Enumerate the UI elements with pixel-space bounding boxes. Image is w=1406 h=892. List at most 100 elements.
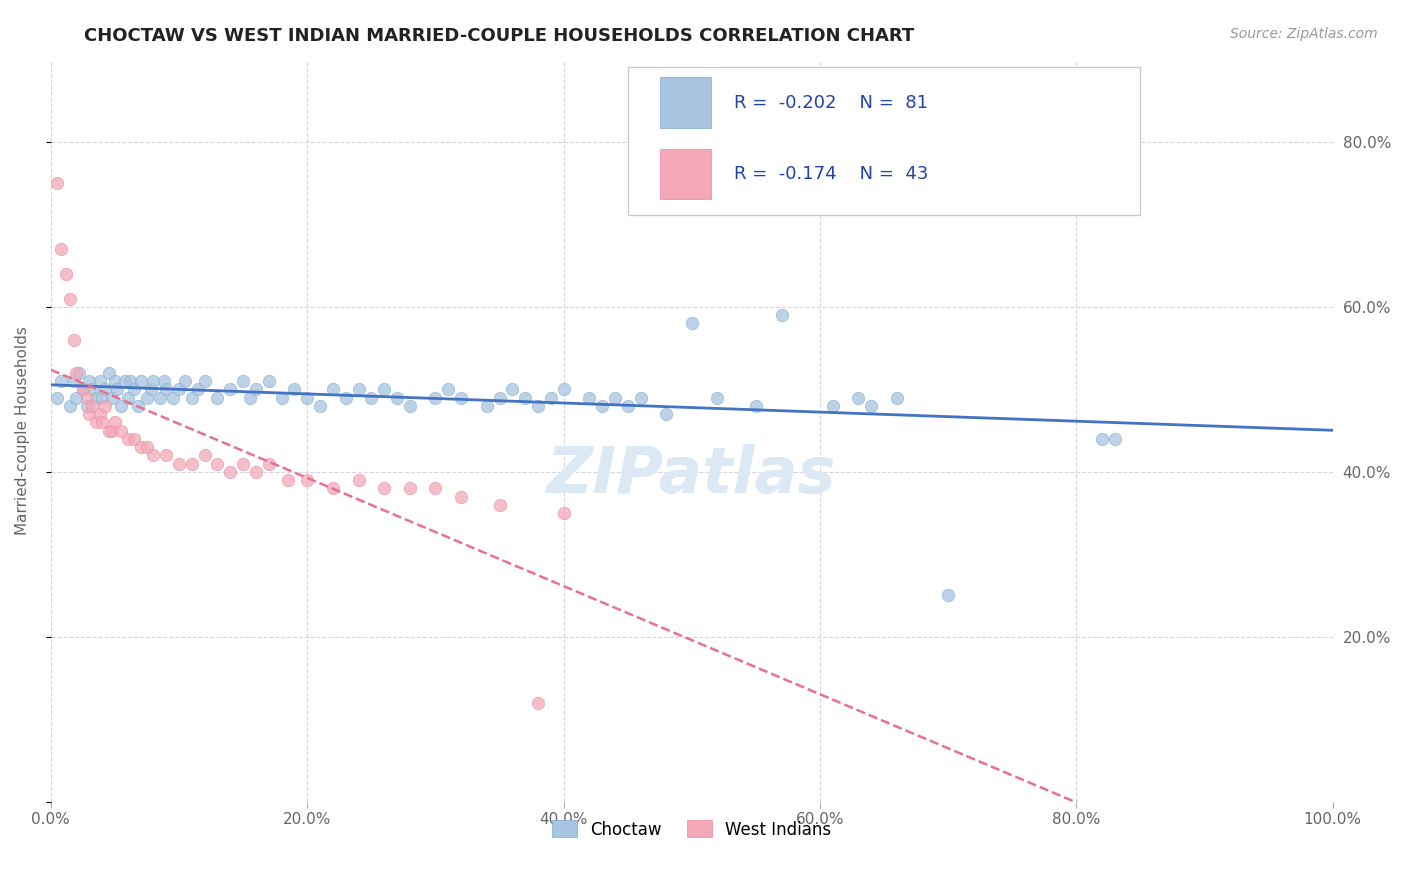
Text: R =  -0.202    N =  81: R = -0.202 N = 81 — [734, 94, 928, 112]
Point — [219, 383, 242, 397]
FancyBboxPatch shape — [659, 149, 711, 199]
Point — [553, 383, 575, 397]
Point — [848, 391, 870, 405]
Point — [89, 407, 111, 421]
Point — [437, 383, 460, 397]
Point — [297, 391, 319, 405]
Point — [93, 399, 115, 413]
Point — [136, 440, 159, 454]
Point — [1104, 432, 1126, 446]
Point — [97, 366, 120, 380]
Point — [72, 383, 94, 397]
Point — [142, 374, 165, 388]
Point — [398, 399, 420, 413]
Point — [681, 317, 703, 331]
Point — [745, 399, 768, 413]
Point — [398, 481, 420, 495]
Point — [76, 399, 98, 413]
Point — [167, 383, 190, 397]
Point — [238, 391, 260, 405]
Point — [59, 399, 82, 413]
Point — [630, 391, 652, 405]
Point — [373, 383, 395, 397]
Point — [425, 481, 447, 495]
Point — [232, 457, 254, 471]
Point — [527, 696, 550, 710]
Point — [80, 383, 103, 397]
Point — [152, 374, 174, 388]
Point — [219, 465, 242, 479]
Point — [655, 407, 678, 421]
Point — [347, 473, 370, 487]
Point — [104, 415, 127, 429]
Point — [129, 374, 152, 388]
Point — [936, 589, 959, 603]
Point — [591, 399, 613, 413]
Point — [770, 308, 793, 322]
Point — [91, 415, 114, 429]
Point — [122, 383, 145, 397]
Point — [80, 399, 103, 413]
Point — [46, 391, 69, 405]
Point — [93, 383, 115, 397]
Point — [194, 374, 217, 388]
Point — [72, 383, 94, 397]
Point — [385, 391, 408, 405]
Point — [120, 374, 142, 388]
Point — [257, 457, 280, 471]
Point — [65, 391, 87, 405]
Point — [277, 473, 299, 487]
Point — [527, 399, 550, 413]
Point — [136, 391, 159, 405]
Point — [450, 391, 472, 405]
Point — [488, 498, 510, 512]
Point — [180, 457, 202, 471]
Point — [450, 490, 472, 504]
Point — [49, 374, 72, 388]
Point — [129, 440, 152, 454]
Point — [84, 415, 107, 429]
Point — [360, 391, 382, 405]
Point — [149, 391, 172, 405]
Point — [297, 473, 319, 487]
Y-axis label: Married-couple Households: Married-couple Households — [15, 326, 30, 535]
Point — [65, 366, 87, 380]
Point — [117, 391, 139, 405]
Point — [603, 391, 626, 405]
Point — [76, 391, 98, 405]
Point — [162, 391, 184, 405]
Point — [540, 391, 562, 405]
Point — [117, 432, 139, 446]
Point — [167, 457, 190, 471]
Point — [180, 391, 202, 405]
Point — [84, 391, 107, 405]
Point — [187, 383, 209, 397]
Point — [1091, 432, 1114, 446]
Point — [270, 391, 292, 405]
FancyBboxPatch shape — [659, 78, 711, 128]
Point — [283, 383, 305, 397]
Point — [91, 391, 114, 405]
Point — [127, 399, 149, 413]
Point — [488, 391, 510, 405]
Point — [860, 399, 883, 413]
Point — [101, 391, 124, 405]
Point — [107, 383, 129, 397]
Point — [139, 383, 162, 397]
Point — [79, 407, 101, 421]
Point — [104, 374, 127, 388]
Point — [373, 481, 395, 495]
Point — [63, 374, 86, 388]
Point — [110, 424, 132, 438]
Point — [821, 399, 844, 413]
Point — [194, 448, 217, 462]
Text: CHOCTAW VS WEST INDIAN MARRIED-COUPLE HOUSEHOLDS CORRELATION CHART: CHOCTAW VS WEST INDIAN MARRIED-COUPLE HO… — [84, 27, 915, 45]
Point — [257, 374, 280, 388]
Point — [79, 374, 101, 388]
Point — [322, 481, 344, 495]
Point — [232, 374, 254, 388]
Point — [89, 374, 111, 388]
Point — [245, 383, 267, 397]
Point — [207, 391, 229, 405]
Point — [616, 399, 638, 413]
